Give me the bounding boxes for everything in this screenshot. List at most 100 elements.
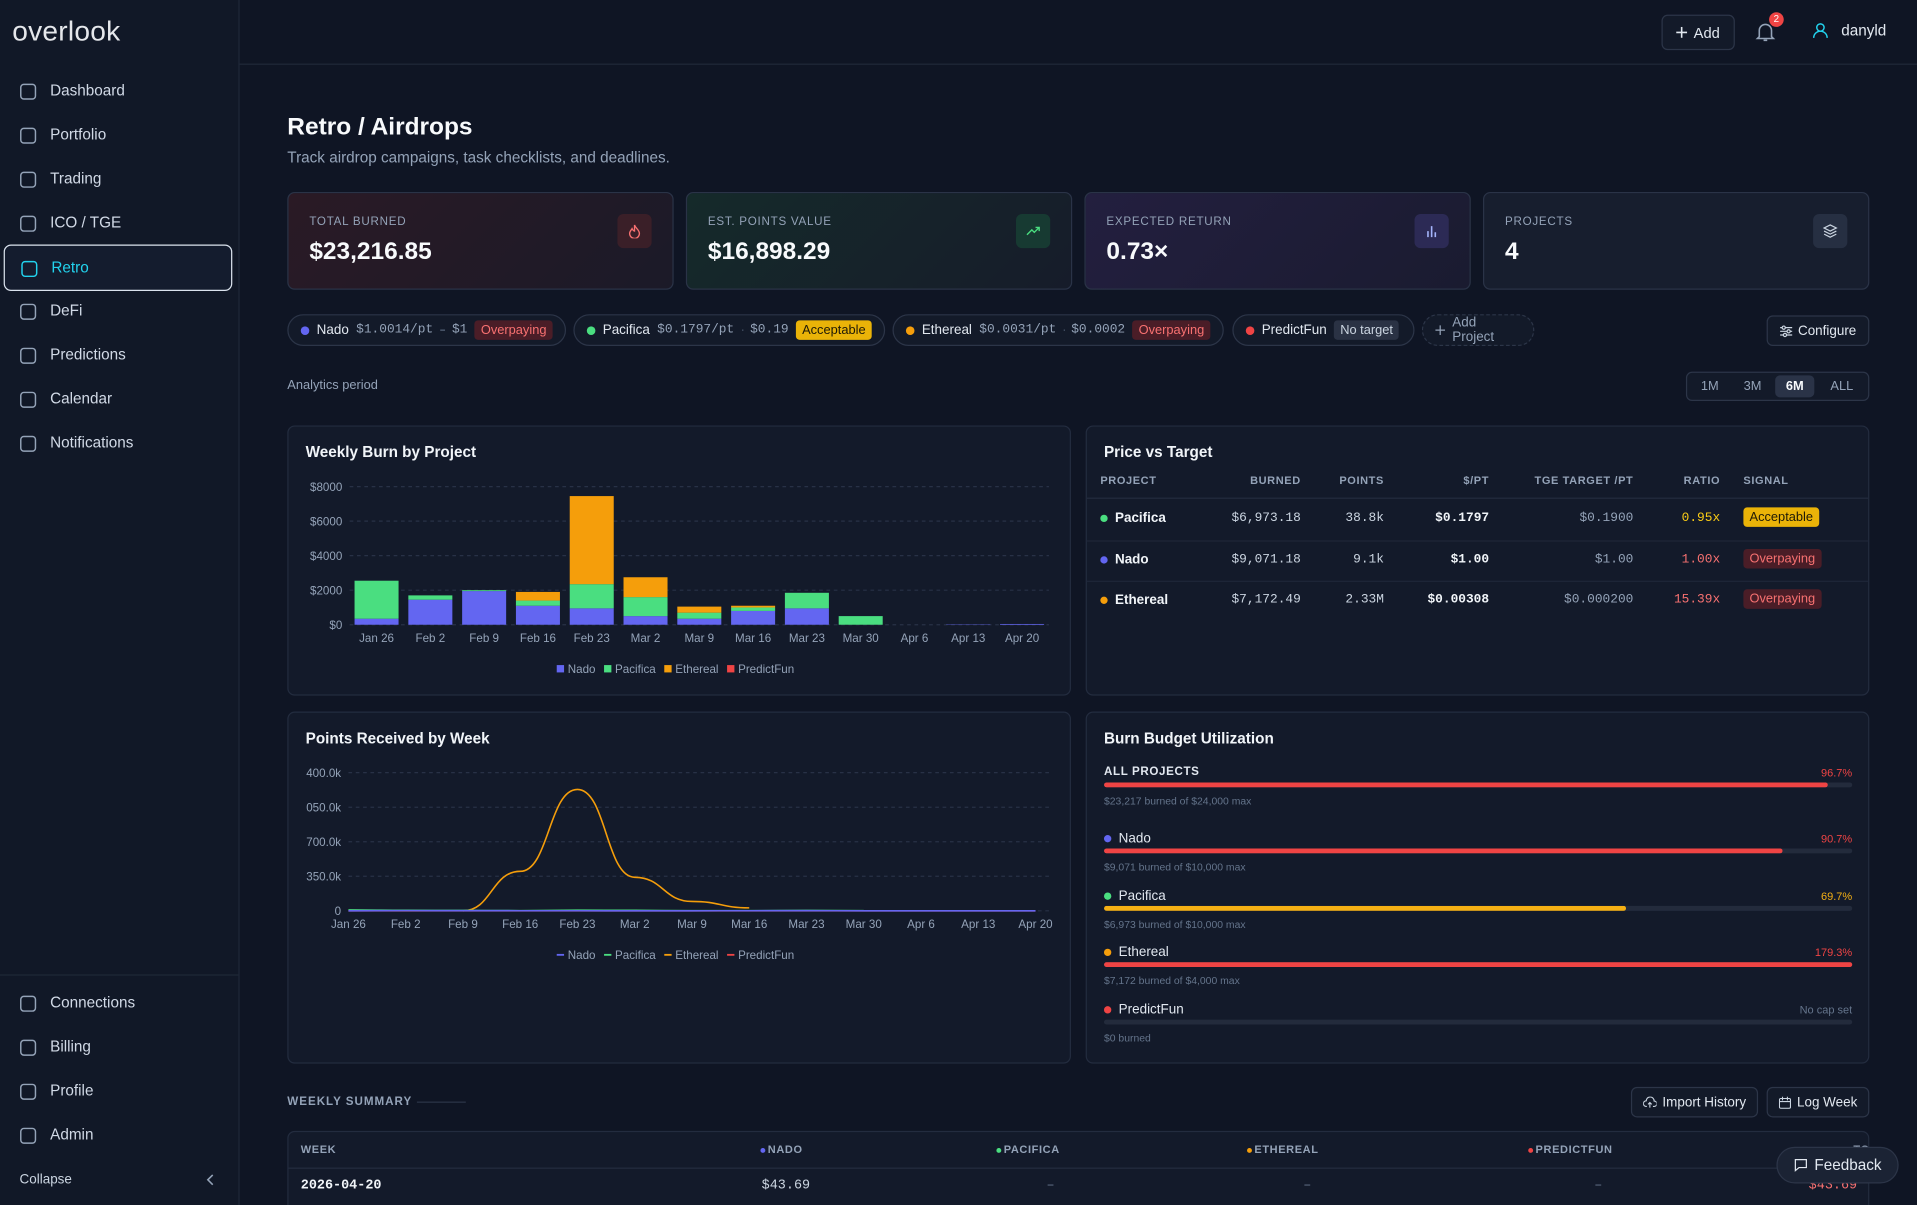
card-title: Price vs Target [1103,443,1213,461]
add-label: Add [1693,23,1720,41]
icon-shape [20,391,37,408]
x-tick-label: Feb 9 [469,632,499,645]
configure-button[interactable]: Configure [1766,315,1870,346]
budget-name: PredictFun [1118,1002,1184,1018]
bar-segment [731,610,776,625]
feedback-button[interactable]: Feedback [1776,1146,1899,1184]
username[interactable]: danyld [1841,22,1887,40]
project-chip[interactable]: PredictFun No target [1232,314,1415,346]
nav-item[interactable]: Profile [4,1069,233,1115]
x-tick-label: Apr 13 [961,918,995,931]
period-option[interactable]: 1M [1700,378,1719,394]
nav-item[interactable]: Dashboard [4,68,233,114]
nav-item[interactable]: DeFi [4,289,233,335]
stat-label: EST. POINTS VALUE [707,215,832,229]
budget-track [1103,1019,1853,1025]
dot [905,325,915,335]
add-button[interactable]: Add [1661,14,1735,51]
bar-segment [354,580,399,619]
nav-item[interactable]: Admin [4,1113,233,1159]
bar-segment [623,577,668,598]
log-week-button[interactable]: Log Week [1766,1086,1870,1118]
add-project-button[interactable]: Add Project [1421,314,1535,346]
dot [1247,1148,1252,1153]
x-tick-label: Mar 16 [731,918,767,931]
x-tick-label: Mar 9 [677,918,707,931]
x-tick-label: Feb 23 [559,918,595,931]
period-option[interactable]: ALL [1830,378,1854,394]
nav-item[interactable]: Calendar [4,377,233,423]
nav-label: DeFi [50,301,83,320]
bar-segment [677,612,722,619]
project-chip[interactable]: Ethereal $0.0031/pt $0.0002 Overpaying [892,314,1224,346]
collapse-icon[interactable] [204,1174,216,1186]
column-header: WEEK [300,1143,337,1156]
chip-name: Nado [316,322,349,338]
x-tick-label: Apr 13 [951,632,985,645]
y-tick-label: $0 [329,619,342,632]
nav-label: Profile [50,1081,94,1100]
dot [996,1148,1002,1153]
stat-value: 0.73× [1106,238,1169,266]
user-icon[interactable] [1812,22,1829,39]
nav-item[interactable]: Retro [3,244,233,291]
cell: 2.33M [1345,592,1384,608]
nav-icon [20,127,37,144]
collapse[interactable]: Collapse [19,1172,72,1188]
project-chip[interactable]: Nado $1.0014/pt $1 Overpaying [287,314,567,346]
chip-target: $0.19 [750,322,789,338]
nav-item[interactable]: Portfolio [4,112,233,158]
x-tick-label: Apr 20 [1005,632,1039,645]
summary-table: WEEKNADOPACIFICAETHEREALPREDICTFUNTOTAL2… [287,1130,1870,1205]
nav-item[interactable]: Predictions [4,333,233,379]
cell: 38.8k [1345,511,1384,526]
period-option[interactable]: 6M [1775,375,1815,398]
cell: $43.69 [761,1178,811,1194]
nav-item[interactable]: ICO / TGE [4,201,233,247]
x-tick-label: Mar 30 [843,632,879,645]
budget-bar [1103,848,1783,854]
x-tick-label: Mar 2 [620,918,650,931]
icon-shape [20,171,37,188]
legend-label: PredictFun [738,949,794,962]
dot [1100,596,1108,604]
budget-track [1103,905,1853,911]
y-tick-label: $8000 [310,481,342,494]
column-header: $/PT [1463,474,1490,487]
bar-segment [569,608,614,625]
import-button[interactable]: Import History [1630,1086,1759,1118]
nav-label: ICO / TGE [50,213,122,232]
dot [1245,325,1255,335]
bell-icon[interactable] [1754,21,1776,43]
chip-signal: Acceptable [795,320,872,340]
add-project-label: Add Project [1452,315,1495,345]
calendar-icon [1778,1096,1791,1109]
bar-segment [515,600,560,606]
nav-item[interactable]: Connections [4,981,233,1027]
nav-label: Retro [51,259,89,277]
cell: $9,071.18 [1231,551,1301,567]
nav-label: Connections [50,993,136,1012]
feedback-label: Feedback [1814,1156,1882,1174]
signal-badge: Overpaying [1743,589,1822,609]
nav-item[interactable]: Notifications [4,421,233,467]
stat-card: EXPECTED RETURN 0.73× [1084,191,1471,290]
chip-price: $1.0014/pt [356,322,434,338]
stat-value: $16,898.29 [707,238,831,266]
nav-icon [21,260,38,278]
period-option[interactable]: 3M [1743,378,1762,394]
legend-label: Ethereal [675,663,718,676]
card-title: Burn Budget Utilization [1103,729,1274,747]
logo[interactable]: overlook [12,14,121,47]
cloud-icon [1642,1096,1657,1108]
nav-item[interactable]: Trading [4,156,233,202]
period-toggle: 1M 3M 6M ALL [1685,371,1870,402]
icon-shape [20,1039,37,1056]
bar-segment [677,606,722,613]
x-tick-label: Jan 26 [331,918,366,931]
arrow-icon [440,329,445,331]
divider [416,1101,466,1103]
project-chip[interactable]: Pacifica $0.1797/pt $0.19 Acceptable [573,314,886,346]
x-tick-label: Mar 23 [788,918,824,931]
nav-item[interactable]: Billing [4,1025,233,1071]
